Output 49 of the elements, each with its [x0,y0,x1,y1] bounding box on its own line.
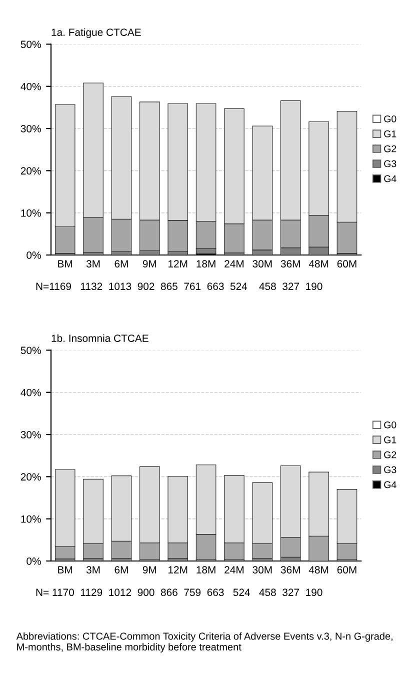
x-tick-label: 12M [168,260,188,268]
y-tick-label: 50% [20,40,41,48]
chart-title: 1a. Fatigue CTCAE [52,28,141,38]
legend-label: G3 [384,466,396,474]
legend-label: G4 [384,175,396,182]
x-tick-label: 18M [196,260,216,268]
legend-label: G2 [384,451,396,458]
legend-label: G4 [384,481,396,488]
y-tick-label: 30% [20,125,41,132]
x-tick-label: 9M [142,260,156,268]
legend-label: G1 [384,130,396,138]
legend-label: G1 [384,436,396,444]
x-tick-label: 36M [280,566,300,574]
x-tick-label: 6M [114,260,128,268]
y-tick-label: 50% [20,346,41,354]
x-tick-label: 30M [252,260,272,268]
x-tick-label: 36M [280,260,300,268]
y-tick-label: 0% [26,252,41,259]
y-tick-label: 20% [20,473,41,481]
y-tick-label: 40% [20,82,41,90]
x-tick-label: 3M [86,566,100,574]
x-tick-label: 30M [252,566,272,574]
y-tick-label: 20% [20,167,41,175]
x-tick-label: 3M [86,260,100,268]
x-tick-label: 48M [308,566,328,574]
legend-label: G0 [384,421,396,428]
legend-label: G3 [384,160,396,168]
x-tick-label: 24M [224,260,244,268]
y-tick-label: 0% [26,558,41,565]
y-tick-label: 30% [20,431,41,438]
text: Abbreviations: CTCAE-Common Toxicity Criteria of Adverse Events v.3, N-n G-grade, M-months, BM-baseline morbidity before treatment [16,632,392,652]
x-tick-label: 60M [337,566,356,574]
text: N= 1170 1129 1012 900 866 759 663 524 458 327 190 [36,588,322,596]
legend-label: G2 [384,145,396,152]
x-tick-label: 48M [308,260,328,268]
x-tick-label: 9M [142,566,156,574]
y-tick-label: 10% [21,515,41,523]
y-tick-label: 10% [21,209,41,217]
x-tick-label: BM [58,566,72,574]
x-tick-label: 18M [196,566,216,574]
x-tick-label: 12M [168,566,188,574]
x-tick-label: 6M [114,566,128,574]
x-tick-label: 60M [337,260,356,268]
x-tick-label: BM [58,260,72,268]
x-tick-label: 24M [224,566,244,574]
legend-label: G0 [384,115,396,122]
y-tick-label: 40% [20,388,41,396]
text: N=1169 1132 1013 902 865 761 663 524 458 327 190 [36,282,322,290]
chart-title: 1b. Insomnia CTCAE [52,334,148,342]
